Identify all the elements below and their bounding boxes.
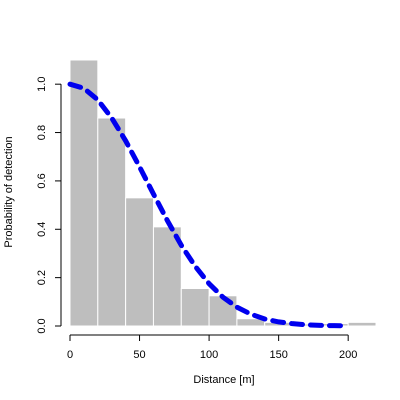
x-tick-label: 50	[133, 349, 145, 361]
y-tick-label: 0.6	[36, 173, 48, 188]
y-axis-title: Probability of detection	[3, 136, 15, 247]
histogram-bar	[69, 59, 99, 327]
histogram-bar	[180, 288, 210, 327]
histogram-bar	[208, 295, 238, 327]
detection-curve	[67, 81, 351, 329]
y-tick-label: 0.0	[36, 318, 48, 333]
y-ticks: 0.0 0.2 0.4 0.6 0.8 1.0	[36, 77, 61, 334]
x-axis-title: Distance [m]	[193, 374, 254, 386]
y-tick-label: 0.4	[36, 222, 48, 237]
x-ticks: 0 50 100 150 200	[67, 335, 357, 361]
x-tick-label: 200	[339, 349, 357, 361]
x-tick-label: 0	[67, 349, 73, 361]
y-tick-label: 0.2	[36, 270, 48, 285]
y-axis: 0.0 0.2 0.4 0.6 0.8 1.0	[36, 77, 62, 334]
y-tick-label: 0.8	[36, 125, 48, 140]
histogram-bar	[97, 117, 127, 327]
histogram-bar	[152, 226, 182, 327]
x-tick-label: 150	[269, 349, 287, 361]
histogram-bar	[347, 321, 377, 327]
histogram-bars	[69, 59, 377, 327]
x-tick-label: 100	[200, 349, 218, 361]
x-axis: 0 50 100 150 200	[67, 334, 357, 361]
histogram-bar	[125, 197, 154, 327]
y-tick-label: 1.0	[36, 77, 48, 92]
